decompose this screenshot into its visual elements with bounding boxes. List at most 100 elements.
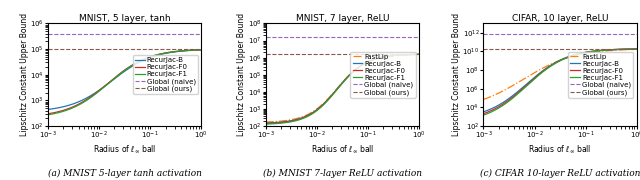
RecurJac-B xyxy=(262,122,269,124)
FastLip xyxy=(364,60,372,62)
Line: RecurJac-F0: RecurJac-F0 xyxy=(48,50,202,114)
FastLip xyxy=(549,62,557,64)
Y-axis label: Lipschitz Constant Upper Bound: Lipschitz Constant Upper Bound xyxy=(237,13,246,136)
RecurJac-F1 xyxy=(479,114,487,116)
RecurJac-B xyxy=(289,119,297,121)
RecurJac-B xyxy=(364,60,372,63)
Line: FastLip: FastLip xyxy=(266,54,419,122)
FastLip xyxy=(378,56,385,58)
RecurJac-F1 xyxy=(198,49,205,51)
RecurJac-B xyxy=(44,108,52,111)
RecurJac-F1 xyxy=(113,75,121,77)
Line: RecurJac-B: RecurJac-B xyxy=(483,49,637,112)
RecurJac-F0 xyxy=(633,48,640,50)
RecurJac-F1 xyxy=(332,91,339,93)
X-axis label: Radius of $\ell_\infty$ ball: Radius of $\ell_\infty$ ball xyxy=(311,143,374,154)
RecurJac-B xyxy=(71,102,79,104)
RecurJac-B xyxy=(147,56,154,59)
RecurJac-F1 xyxy=(507,99,515,101)
X-axis label: Radius of $\ell_\infty$ ball: Radius of $\ell_\infty$ ball xyxy=(529,143,592,154)
RecurJac-F0 xyxy=(262,122,269,125)
RecurJac-F1 xyxy=(44,114,52,116)
Line: RecurJac-B: RecurJac-B xyxy=(48,50,202,109)
RecurJac-F0 xyxy=(159,52,167,54)
RecurJac-F1 xyxy=(84,99,92,101)
Y-axis label: Lipschitz Constant Upper Bound: Lipschitz Constant Upper Bound xyxy=(20,13,29,136)
RecurJac-B xyxy=(479,111,487,113)
RecurJac-F0 xyxy=(519,87,527,89)
RecurJac-B xyxy=(198,49,205,51)
Line: FastLip: FastLip xyxy=(483,49,637,99)
RecurJac-F0 xyxy=(415,53,423,55)
RecurJac-F0 xyxy=(595,50,603,52)
FastLip xyxy=(301,114,309,117)
RecurJac-F1 xyxy=(159,52,167,55)
Text: (c) CIFAR 10-layer ReLU activation: (c) CIFAR 10-layer ReLU activation xyxy=(480,169,640,178)
Legend: RecurJac-B, RecurJac-F0, RecurJac-F1, Global (naive), Global (ours): RecurJac-B, RecurJac-F0, RecurJac-F1, Gl… xyxy=(132,55,198,94)
Text: (a) MNIST 5-layer tanh activation: (a) MNIST 5-layer tanh activation xyxy=(48,169,202,178)
RecurJac-F1 xyxy=(519,88,527,90)
RecurJac-F1 xyxy=(301,116,309,119)
Legend: FastLip, RecurJac-B, RecurJac-F0, RecurJac-F1, Global (naive), Global (ours): FastLip, RecurJac-B, RecurJac-F0, RecurJ… xyxy=(568,51,634,98)
X-axis label: Radius of $\ell_\infty$ ball: Radius of $\ell_\infty$ ball xyxy=(93,143,156,154)
Y-axis label: Lipschitz Constant Upper Bound: Lipschitz Constant Upper Bound xyxy=(452,13,461,136)
RecurJac-F1 xyxy=(582,51,589,54)
RecurJac-F1 xyxy=(134,61,142,63)
RecurJac-F1 xyxy=(364,61,372,63)
Title: CIFAR, 10 layer, ReLU: CIFAR, 10 layer, ReLU xyxy=(512,14,609,23)
RecurJac-F0 xyxy=(147,56,154,58)
RecurJac-F1 xyxy=(289,120,297,122)
RecurJac-F0 xyxy=(134,61,142,63)
RecurJac-B xyxy=(159,53,167,55)
RecurJac-F0 xyxy=(84,98,92,100)
Line: RecurJac-F0: RecurJac-F0 xyxy=(483,49,637,114)
RecurJac-B xyxy=(570,54,578,56)
RecurJac-B xyxy=(582,51,589,53)
RecurJac-F1 xyxy=(595,50,603,52)
RecurJac-B xyxy=(332,90,339,92)
RecurJac-F0 xyxy=(364,60,372,63)
FastLip xyxy=(332,90,339,92)
Line: RecurJac-F1: RecurJac-F1 xyxy=(48,50,202,115)
RecurJac-B xyxy=(507,96,515,98)
RecurJac-B xyxy=(352,68,360,70)
RecurJac-F0 xyxy=(507,98,515,100)
RecurJac-B xyxy=(633,48,640,50)
RecurJac-B xyxy=(84,96,92,99)
FastLip xyxy=(415,53,423,55)
FastLip xyxy=(289,118,297,120)
FastLip xyxy=(595,51,603,53)
FastLip xyxy=(519,78,527,81)
RecurJac-F1 xyxy=(352,68,360,70)
RecurJac-F0 xyxy=(332,91,339,93)
RecurJac-F0 xyxy=(113,75,121,77)
RecurJac-B xyxy=(378,56,385,59)
Text: (b) MNIST 7-layer ReLU activation: (b) MNIST 7-layer ReLU activation xyxy=(263,169,422,178)
RecurJac-F1 xyxy=(262,123,269,125)
Line: RecurJac-F1: RecurJac-F1 xyxy=(266,54,419,124)
FastLip xyxy=(262,121,269,123)
Line: RecurJac-F0: RecurJac-F0 xyxy=(266,54,419,123)
Line: RecurJac-B: RecurJac-B xyxy=(266,54,419,123)
RecurJac-B xyxy=(134,62,142,64)
Title: MNIST, 7 layer, ReLU: MNIST, 7 layer, ReLU xyxy=(296,14,389,23)
RecurJac-B xyxy=(301,115,309,118)
RecurJac-F1 xyxy=(378,56,385,59)
FastLip xyxy=(507,86,515,88)
RecurJac-F0 xyxy=(198,49,205,51)
FastLip xyxy=(352,68,360,70)
RecurJac-F0 xyxy=(289,120,297,122)
RecurJac-F0 xyxy=(549,63,557,66)
FastLip xyxy=(570,55,578,57)
RecurJac-F1 xyxy=(633,48,640,50)
RecurJac-F0 xyxy=(479,113,487,115)
RecurJac-B xyxy=(549,63,557,65)
RecurJac-F1 xyxy=(147,56,154,58)
Legend: FastLip, RecurJac-B, RecurJac-F0, RecurJac-F1, Global (naive), Global (ours): FastLip, RecurJac-B, RecurJac-F0, RecurJ… xyxy=(351,51,415,98)
RecurJac-F1 xyxy=(549,64,557,66)
RecurJac-F1 xyxy=(570,54,578,56)
FastLip xyxy=(479,98,487,100)
RecurJac-F0 xyxy=(378,56,385,59)
RecurJac-F0 xyxy=(570,54,578,56)
FastLip xyxy=(633,48,640,50)
